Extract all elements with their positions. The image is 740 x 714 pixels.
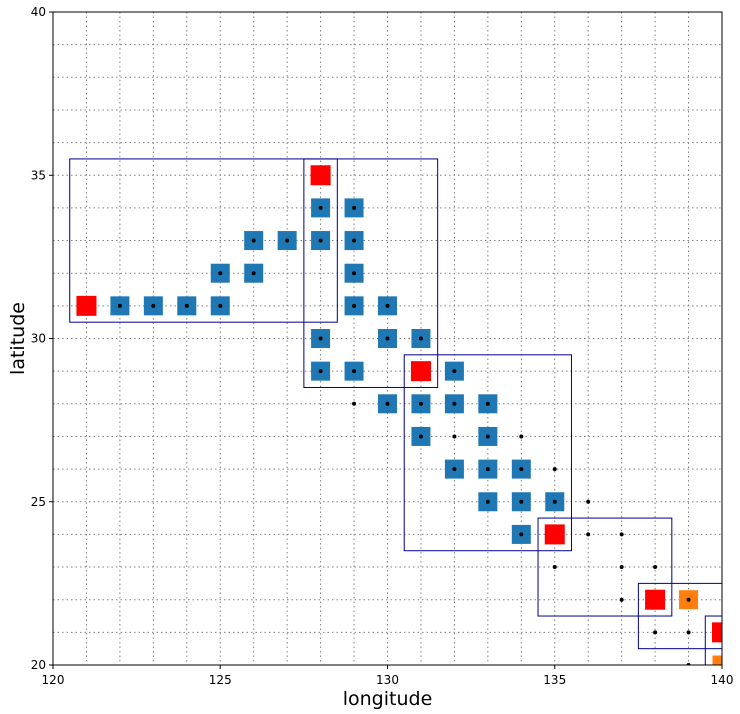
black-dot-marker: [352, 401, 357, 406]
black-dot-marker: [485, 467, 490, 472]
black-dot-marker: [285, 238, 290, 243]
black-dot-marker: [184, 303, 189, 308]
red-square-marker: [645, 589, 666, 610]
x-tick-label: 140: [711, 673, 734, 687]
x-tick-label: 125: [209, 673, 232, 687]
black-dot-marker: [552, 499, 557, 504]
red-square-marker: [76, 295, 97, 316]
black-dot-marker: [251, 238, 256, 243]
black-dot-marker: [318, 238, 323, 243]
y-tick-label: 25: [31, 495, 46, 509]
black-dot-marker: [485, 401, 490, 406]
black-dot-marker: [586, 532, 591, 537]
black-dot-marker: [251, 271, 256, 276]
black-dot-marker: [352, 369, 357, 374]
red-square-marker: [544, 524, 565, 545]
red-square-marker: [410, 361, 431, 382]
black-dot-marker: [519, 499, 524, 504]
orange-square-marker: [712, 655, 722, 665]
black-dot-marker: [418, 434, 423, 439]
region-box: [403, 354, 572, 552]
black-dot-marker: [452, 401, 457, 406]
black-dot-marker: [218, 303, 223, 308]
black-dot-marker: [485, 499, 490, 504]
black-dot-marker: [318, 205, 323, 210]
black-dot-marker: [418, 401, 423, 406]
x-axis-label: longitude: [343, 688, 433, 710]
black-dot-marker: [686, 597, 691, 602]
region-box: [537, 517, 673, 617]
black-dot-marker: [385, 303, 390, 308]
x-tick-label: 135: [543, 673, 566, 687]
y-tick-label: 40: [31, 5, 46, 19]
x-tick-label: 120: [42, 673, 65, 687]
region-box: [704, 615, 722, 665]
black-dot-marker: [653, 565, 658, 570]
black-dot-marker: [452, 369, 457, 374]
black-dot-marker: [619, 597, 624, 602]
black-dot-marker: [619, 565, 624, 570]
black-dot-marker: [151, 303, 156, 308]
black-dot-marker: [352, 238, 357, 243]
black-dot-marker: [519, 467, 524, 472]
black-dot-marker: [418, 336, 423, 341]
axis-ticks: 120 125 130 135 140 20 25 30 35 40: [31, 5, 734, 687]
y-tick-label: 30: [31, 332, 46, 346]
data-layer: [69, 158, 722, 665]
x-tick-label: 130: [376, 673, 399, 687]
black-dot-marker: [452, 467, 457, 472]
black-dot-marker: [552, 467, 557, 472]
black-dot-marker: [519, 434, 524, 439]
red-square-marker: [310, 165, 331, 186]
black-dot-marker: [552, 565, 557, 570]
black-dot-marker: [352, 303, 357, 308]
red-square-marker: [712, 622, 722, 643]
black-dot-marker: [218, 271, 223, 276]
black-dot-marker: [519, 532, 524, 537]
black-dot-marker: [653, 630, 658, 635]
black-dot-marker: [686, 630, 691, 635]
region-box: [69, 158, 338, 323]
region-box: [637, 582, 722, 650]
y-tick-label: 20: [31, 658, 46, 672]
black-dot-marker: [318, 336, 323, 341]
region-box: [303, 158, 439, 388]
black-dot-marker: [586, 499, 591, 504]
black-dot-marker: [452, 434, 457, 439]
black-dot-marker: [352, 205, 357, 210]
black-dot-marker: [318, 369, 323, 374]
black-dot-marker: [385, 336, 390, 341]
black-dot-marker: [352, 271, 357, 276]
black-dot-marker: [485, 434, 490, 439]
black-dot-marker: [619, 532, 624, 537]
y-axis-label: latitude: [7, 302, 29, 375]
black-dot-marker: [385, 401, 390, 406]
black-dot-marker: [117, 303, 122, 308]
y-tick-label: 35: [31, 168, 46, 182]
